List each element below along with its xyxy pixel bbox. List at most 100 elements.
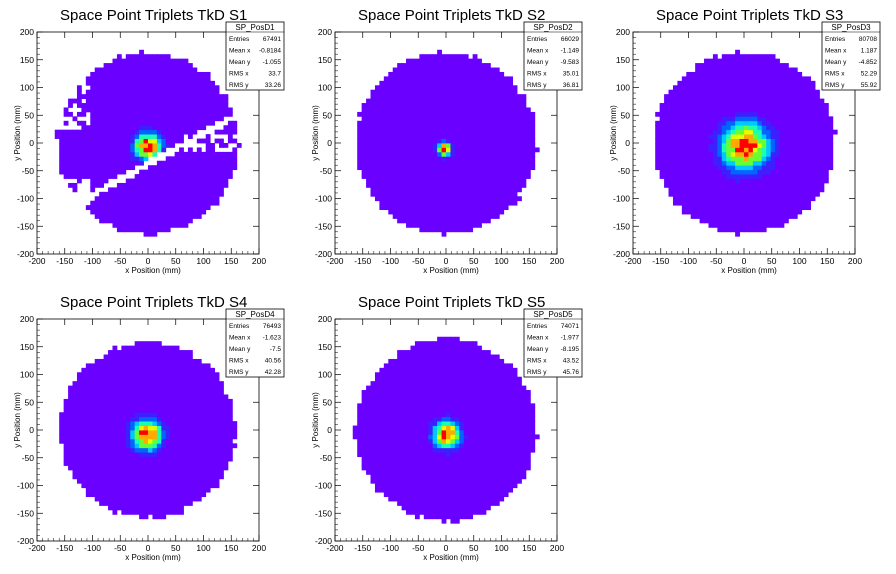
histogram-bin <box>103 425 109 431</box>
histogram-bin <box>428 182 434 188</box>
histogram-bin <box>699 120 705 126</box>
histogram-bin <box>499 143 505 148</box>
histogram-bin <box>397 143 402 148</box>
histogram-bin <box>68 443 73 449</box>
histogram-bin <box>205 116 211 122</box>
histogram-bin <box>717 138 723 144</box>
histogram-bin <box>103 196 109 202</box>
histogram-bin <box>406 80 411 86</box>
histogram-bin <box>744 111 749 117</box>
histogram-bin <box>779 209 785 215</box>
histogram-bin <box>761 98 767 104</box>
histogram-bin <box>668 111 674 117</box>
histogram-bin <box>792 116 798 122</box>
histogram-bin <box>121 58 127 64</box>
histogram-bin <box>414 174 420 179</box>
histogram-bin <box>85 416 91 422</box>
histogram-bin <box>419 218 425 224</box>
histogram-bin <box>797 178 803 184</box>
histogram-bin <box>85 381 91 386</box>
histogram-bin <box>143 103 149 108</box>
histogram-bin <box>397 89 402 95</box>
histogram-bin <box>227 165 233 171</box>
histogram-bin <box>165 501 171 506</box>
histogram-bin <box>463 89 469 95</box>
histogram-bin <box>441 76 447 82</box>
histogram-bin <box>125 505 131 511</box>
histogram-bin <box>401 156 407 162</box>
histogram-bin <box>170 103 176 108</box>
histogram-bin <box>494 178 500 184</box>
histogram-bin <box>775 165 780 171</box>
histogram-bin <box>695 191 700 197</box>
histogram-bin <box>68 98 73 104</box>
histogram-bin <box>499 94 505 99</box>
histogram-bin <box>757 160 763 166</box>
histogram-bin <box>76 174 82 179</box>
histogram-bin <box>130 367 136 373</box>
histogram-bin <box>63 412 69 418</box>
histogram-bin <box>125 227 131 233</box>
histogram-bin <box>112 354 118 360</box>
histogram-bin <box>766 103 772 108</box>
histogram-bin <box>103 452 109 458</box>
histogram-bin <box>414 89 420 95</box>
histogram-bin <box>459 196 465 202</box>
histogram-bin <box>72 412 78 418</box>
histogram-bin <box>152 85 158 91</box>
histogram-bin <box>454 205 460 210</box>
histogram-bin <box>183 98 189 104</box>
histogram-bin <box>485 107 491 113</box>
histogram-bin <box>459 134 465 139</box>
histogram-bin <box>428 125 434 131</box>
histogram-bin <box>704 116 709 122</box>
histogram-bin <box>695 80 700 86</box>
histogram-bin <box>463 227 469 233</box>
histogram-bin <box>219 160 224 166</box>
histogram-bin <box>379 103 385 108</box>
histogram-bin <box>739 214 745 219</box>
histogram-bin <box>152 438 158 444</box>
histogram-bin <box>121 71 127 77</box>
histogram-bin <box>801 151 807 157</box>
histogram-bin <box>721 54 727 60</box>
histogram-bin <box>148 483 153 489</box>
histogram-bin <box>672 120 678 126</box>
histogram-bin <box>205 107 211 113</box>
histogram-bin <box>156 222 162 228</box>
histogram-bin <box>744 138 749 144</box>
histogram-bin <box>766 187 772 193</box>
histogram-bin <box>423 218 429 224</box>
histogram-bin <box>512 147 518 153</box>
histogram-bin <box>370 165 376 171</box>
histogram-bin <box>735 129 740 135</box>
histogram-bin <box>152 94 158 99</box>
histogram-bin <box>752 58 758 64</box>
histogram-bin <box>90 398 96 404</box>
histogram-bin <box>170 98 176 104</box>
histogram-bin <box>432 222 438 228</box>
histogram-bin <box>681 125 687 131</box>
histogram-bin <box>148 407 153 413</box>
histogram-bin <box>801 125 807 131</box>
histogram-bin <box>477 98 482 104</box>
histogram-bin <box>103 390 109 395</box>
histogram-bin <box>788 174 794 179</box>
y-tick-label: 150 <box>318 55 332 65</box>
histogram-bin <box>156 452 162 458</box>
histogram-bin <box>770 138 776 144</box>
histogram-bin <box>125 103 131 108</box>
histogram-bin <box>481 169 487 175</box>
histogram-bin <box>143 134 149 139</box>
histogram-bin <box>361 111 367 117</box>
histogram-bin <box>695 147 700 153</box>
histogram-bin <box>406 85 411 91</box>
histogram-bin <box>463 187 469 193</box>
histogram-bin <box>379 165 385 171</box>
histogram-bin <box>735 156 740 162</box>
histogram-bin <box>766 107 772 113</box>
histogram-bin <box>121 430 127 435</box>
histogram-bin <box>810 116 816 122</box>
histogram-bin <box>761 80 767 86</box>
histogram-bin <box>179 89 184 95</box>
